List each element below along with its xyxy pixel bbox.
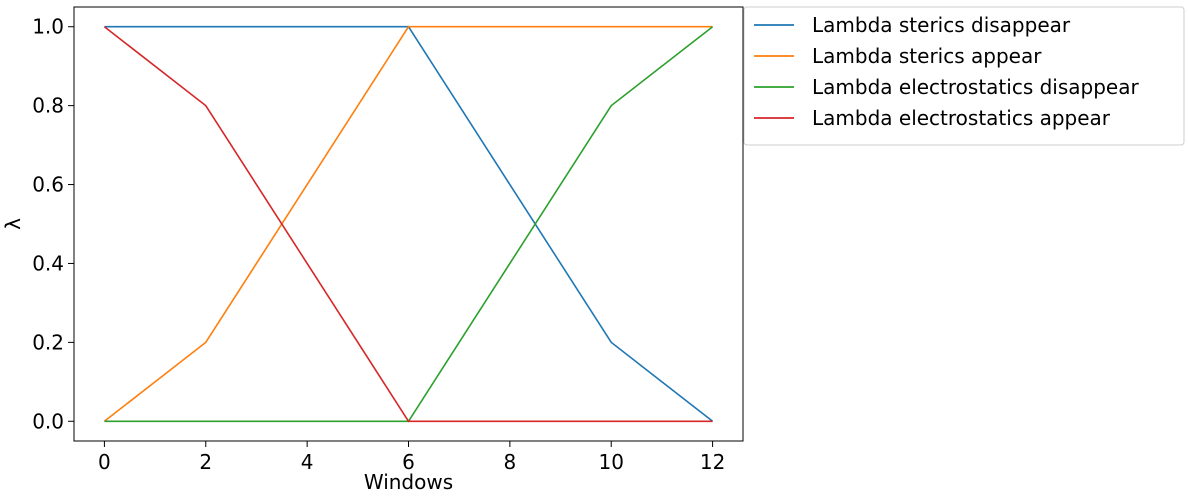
x-tick-label: 6 — [402, 450, 415, 474]
legend-box — [743, 6, 1185, 146]
y-tick-label: 0.6 — [32, 173, 64, 197]
y-tick-label: 0.4 — [32, 251, 64, 275]
x-tick-label: 0 — [98, 450, 111, 474]
y-tick-label: 0.0 — [32, 409, 64, 433]
y-axis-ticks: 0.0 0.2 0.4 0.6 0.8 1.0 — [32, 15, 74, 433]
y-tick-label: 0.8 — [32, 94, 64, 118]
series-line-4 — [103, 26, 713, 423]
legend-label-1: Lambda sterics disappear — [812, 13, 1071, 37]
x-tick-label: 4 — [301, 450, 314, 474]
series-line-2 — [103, 25, 713, 422]
x-axis-label: Windows — [364, 470, 453, 494]
series-line-3 — [104, 26, 714, 423]
series-line-1 — [104, 25, 714, 422]
legend-label-2: Lambda sterics appear — [812, 44, 1042, 68]
x-tick-label: 12 — [700, 450, 725, 474]
y-tick-label: 1.0 — [32, 15, 64, 39]
legend: Lambda sterics disappear Lambda sterics a… — [743, 6, 1185, 146]
y-tick-label: 0.2 — [32, 330, 64, 354]
legend-label-3: Lambda electrostatics disappear — [812, 75, 1139, 99]
x-axis-ticks: 0 2 4 6 8 10 12 — [98, 441, 725, 474]
legend-label-4: Lambda electrostatics appear — [812, 106, 1111, 130]
x-tick-label: 8 — [503, 450, 516, 474]
y-axis-label: λ — [1, 218, 25, 230]
x-tick-label: 10 — [599, 450, 624, 474]
plot-frame — [73, 6, 744, 442]
plot-lines — [103, 25, 714, 423]
x-tick-label: 2 — [199, 450, 212, 474]
